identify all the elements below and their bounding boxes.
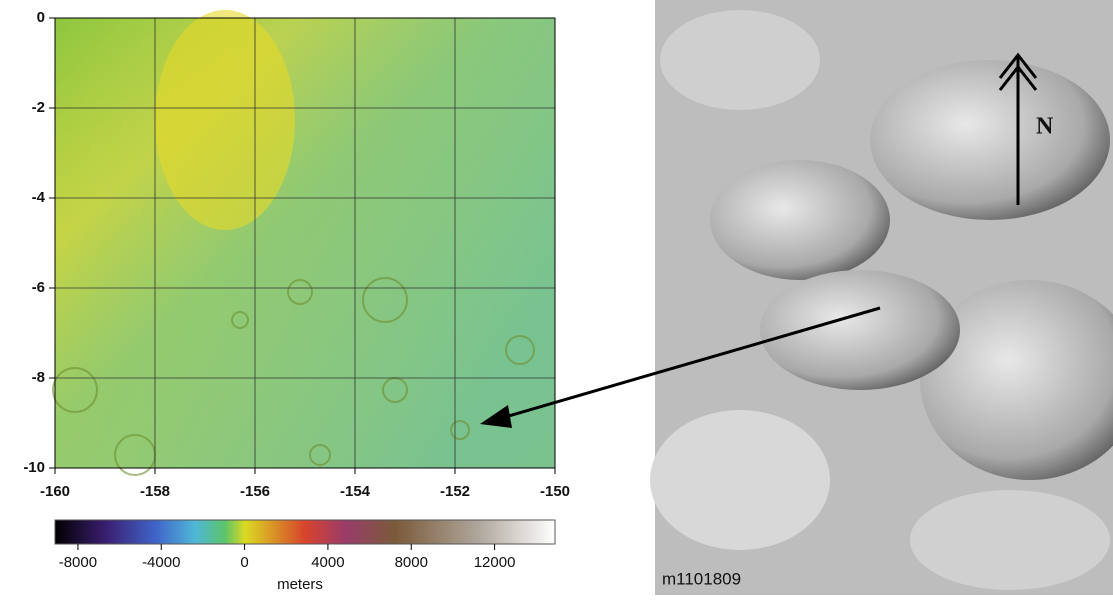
- colorbar-tick-label: 8000: [395, 554, 428, 571]
- colorbar: [55, 520, 555, 544]
- x-tick-label: -158: [140, 483, 170, 500]
- north-label: N: [1036, 114, 1054, 140]
- y-tick-label: -8: [32, 369, 45, 386]
- y-tick-label: 0: [37, 9, 45, 26]
- figure: meters N m1101809 -160 -158 -156 -154 -152 -1…: [0, 0, 1113, 595]
- x-tick-label: -160: [40, 483, 70, 500]
- y-tick-label: -6: [32, 279, 45, 296]
- colorbar-tick-label: -8000: [59, 554, 97, 571]
- topography-map: [53, 10, 555, 475]
- image-label: m1101809: [662, 569, 741, 588]
- x-tick-label: -150: [540, 483, 570, 500]
- x-tick-label: -156: [240, 483, 270, 500]
- colorbar-tick-label: 4000: [311, 554, 344, 571]
- colorbar-tick-label: -4000: [142, 554, 180, 571]
- colorbar-label: meters: [277, 576, 323, 593]
- colorbar-tick-label: 12000: [474, 554, 516, 571]
- x-tick-label: -152: [440, 483, 470, 500]
- y-tick-label: -2: [32, 99, 45, 116]
- y-tick-label: -4: [32, 189, 46, 206]
- photo: [650, 0, 1113, 595]
- y-tick-label: -10: [23, 459, 45, 476]
- colorbar-tick-label: 0: [240, 554, 248, 571]
- x-tick-label: -154: [340, 483, 371, 500]
